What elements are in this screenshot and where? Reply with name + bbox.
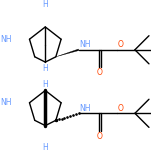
Text: H: H xyxy=(42,64,48,73)
Text: NH: NH xyxy=(0,35,12,44)
Text: O: O xyxy=(97,132,103,141)
Text: H: H xyxy=(42,80,48,89)
Text: H: H xyxy=(42,143,48,152)
Text: O: O xyxy=(118,104,124,113)
Polygon shape xyxy=(56,49,79,57)
Text: O: O xyxy=(97,68,103,77)
Text: H: H xyxy=(42,0,48,9)
Text: NH: NH xyxy=(79,40,91,49)
Text: NH: NH xyxy=(0,98,12,107)
Text: O: O xyxy=(118,40,124,49)
Text: NH: NH xyxy=(79,104,91,113)
